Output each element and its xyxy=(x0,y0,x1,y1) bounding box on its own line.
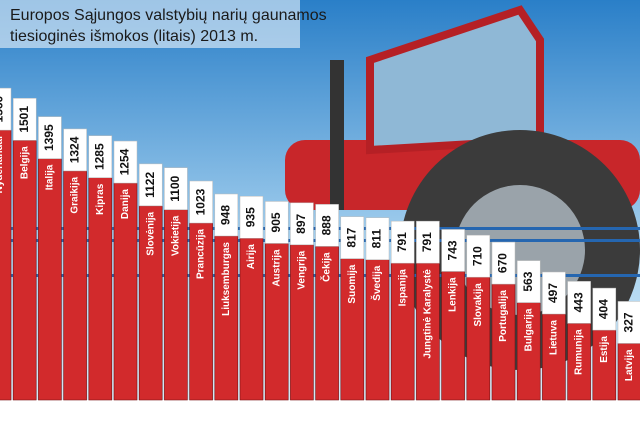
category-label: Liuksemburgas xyxy=(221,242,232,316)
label-box xyxy=(516,260,541,303)
label-box xyxy=(416,220,440,264)
value-label: 811 xyxy=(370,229,384,249)
label-box xyxy=(567,281,591,324)
category-label: Prancūzija xyxy=(196,229,207,279)
chart-title: tiesioginės išmokos (litais) 2013 m. xyxy=(10,28,258,45)
category-label: Vokietija xyxy=(171,215,182,256)
value-label: 888 xyxy=(319,215,333,235)
bar xyxy=(0,129,12,401)
label-box xyxy=(264,201,289,244)
category-label: Jungtinė Karalystė xyxy=(423,269,434,359)
category-label: Portugalija xyxy=(498,290,509,342)
value-label: 670 xyxy=(496,253,510,273)
category-label: Estija xyxy=(599,336,610,363)
category-label: Ispanija xyxy=(397,269,408,307)
value-label: 1100 xyxy=(168,175,182,201)
label-box xyxy=(340,216,365,259)
category-label: Danija xyxy=(120,189,131,219)
value-label: 404 xyxy=(596,299,610,319)
label-box xyxy=(0,87,12,131)
label-box xyxy=(113,140,138,184)
value-label: 327 xyxy=(622,312,636,332)
label-box xyxy=(214,193,239,237)
category-label: Belgija xyxy=(19,146,30,179)
category-label: Nyderlandai xyxy=(0,136,5,193)
bar xyxy=(38,158,62,401)
category-label: Latvija xyxy=(624,349,635,381)
category-label: Airija xyxy=(246,244,257,269)
label-box xyxy=(466,234,491,278)
label-box xyxy=(592,287,617,331)
category-label: Kipras xyxy=(95,183,106,215)
value-label: 1122 xyxy=(143,172,157,198)
category-label: Lietuva xyxy=(549,320,560,355)
category-label: Lenkija xyxy=(448,277,459,312)
value-label: 497 xyxy=(546,283,560,303)
label-box xyxy=(617,301,640,344)
label-box xyxy=(239,195,264,239)
category-label: Čekija xyxy=(320,252,333,282)
category-label: Graikija xyxy=(70,177,81,214)
label-box xyxy=(290,202,314,246)
label-box xyxy=(390,220,415,264)
category-label: Slovėnija xyxy=(145,211,156,255)
category-label: Suomija xyxy=(347,264,358,303)
value-label: 791 xyxy=(420,232,434,252)
label-box xyxy=(88,135,113,178)
value-label: 905 xyxy=(269,212,283,232)
value-label: 1324 xyxy=(67,136,81,163)
title-backdrop xyxy=(0,0,300,48)
category-label: Austrija xyxy=(271,249,282,287)
category-label: Rumunija xyxy=(574,329,585,375)
value-label: 948 xyxy=(218,205,232,225)
value-label: 897 xyxy=(294,213,308,233)
category-label: Italija xyxy=(45,164,56,190)
value-label: 1254 xyxy=(118,148,132,175)
chart-title: Europos Sąjungos valstybių narių gaunamo… xyxy=(10,7,327,24)
label-box xyxy=(315,204,339,247)
label-box xyxy=(542,271,566,315)
label-box xyxy=(441,229,465,272)
value-label: 1501 xyxy=(17,106,31,133)
value-label: 443 xyxy=(571,292,585,312)
label-box xyxy=(189,180,213,224)
category-label: Slovakija xyxy=(473,283,484,327)
value-label: 1023 xyxy=(193,188,207,215)
category-label: Vengrija xyxy=(297,250,308,289)
value-label: 563 xyxy=(521,271,535,291)
value-label: 817 xyxy=(344,227,358,247)
label-box xyxy=(138,163,163,207)
category-label: Švedija xyxy=(370,265,383,300)
label-box xyxy=(38,116,62,159)
value-label: 743 xyxy=(445,240,459,260)
value-label: 1285 xyxy=(92,143,106,170)
label-box xyxy=(12,98,37,141)
value-label: 1395 xyxy=(42,124,56,151)
label-box xyxy=(491,241,516,285)
value-label: 1560 xyxy=(0,95,6,122)
value-label: 935 xyxy=(244,207,258,227)
value-label: 710 xyxy=(470,246,484,266)
label-box xyxy=(63,128,87,172)
value-label: 791 xyxy=(395,232,409,252)
category-label: Bulgarija xyxy=(523,308,534,351)
label-box xyxy=(365,217,390,260)
label-box xyxy=(164,167,188,210)
